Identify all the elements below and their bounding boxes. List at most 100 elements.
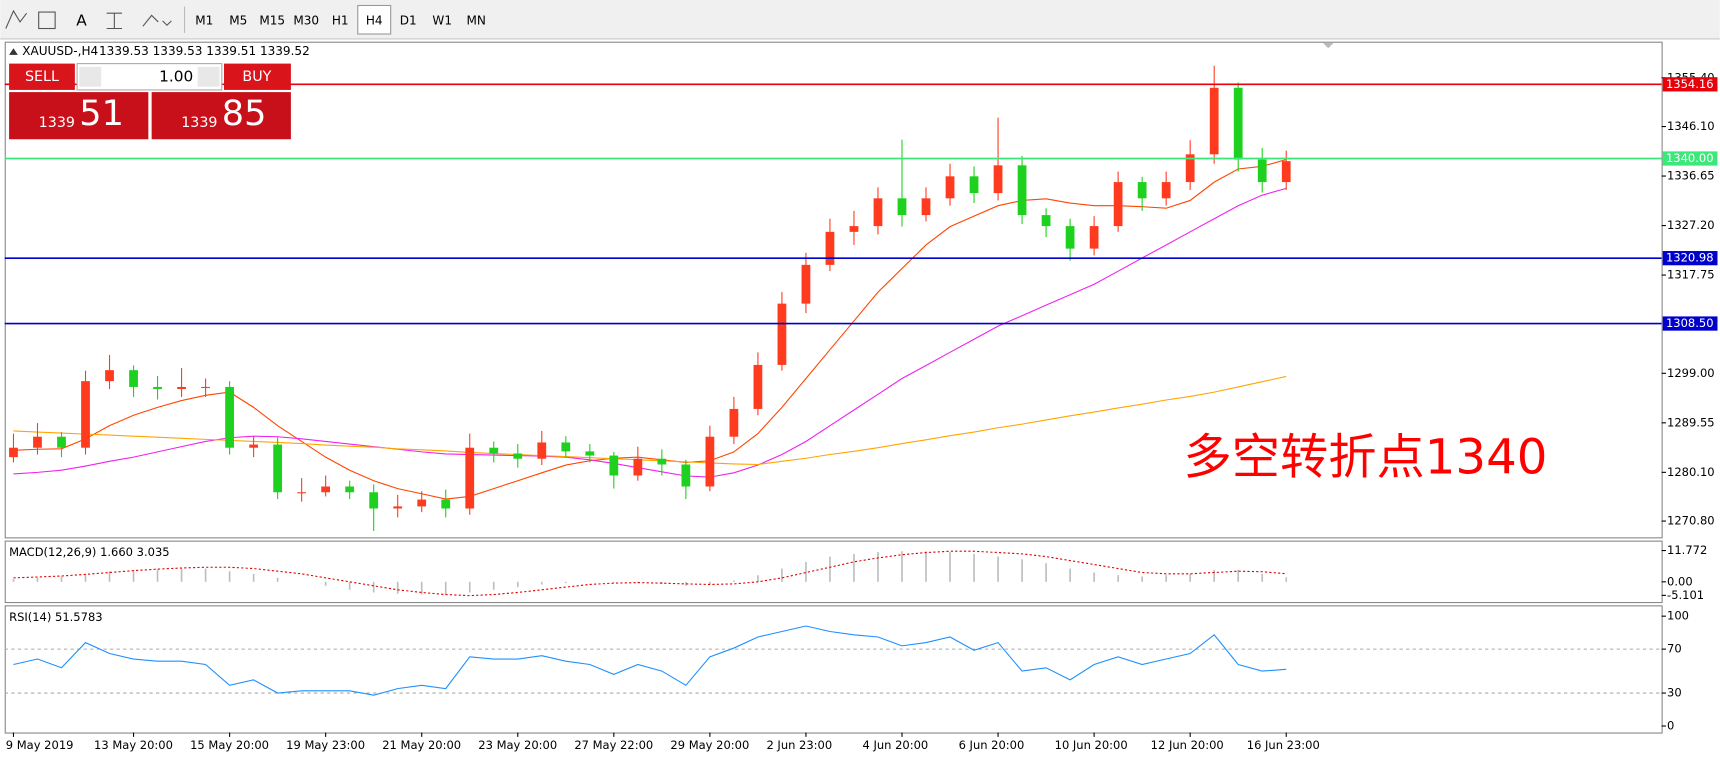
- sell-label[interactable]: SELL: [25, 69, 59, 85]
- price-level-label: 1340.00: [1666, 151, 1714, 165]
- quote: 1339.53 1339.53 1339.51 1339.52: [99, 44, 310, 58]
- candle-body: [897, 198, 907, 216]
- tool-label[interactable]: A: [76, 11, 87, 29]
- lot-up[interactable]: [197, 66, 220, 87]
- x-tick-label: 19 May 23:00: [286, 738, 365, 752]
- price-level-label: 1354.16: [1666, 77, 1714, 91]
- candle-body: [1041, 215, 1051, 227]
- candle-body: [513, 453, 523, 459]
- icon-text[interactable]: [106, 12, 123, 30]
- candle-body: [537, 442, 547, 459]
- candle-body: [1089, 226, 1099, 249]
- rsi-panel: [4, 605, 1663, 734]
- timeframe-button[interactable]: M30: [293, 13, 319, 27]
- candle-body: [225, 386, 234, 448]
- toolbar: [0, 0, 1720, 40]
- candle-body: [201, 386, 210, 389]
- macd-title: MACD(12,26,9) 1.660 3.035: [9, 545, 170, 559]
- x-tick-label: 2 Jun 23:00: [766, 738, 832, 752]
- x-tick-label: 23 May 20:00: [478, 738, 557, 752]
- macd-signal: [13, 550, 1287, 597]
- timeframe-button[interactable]: H4: [366, 13, 383, 27]
- candle-body: [465, 447, 475, 509]
- candle-body: [1185, 154, 1195, 183]
- candle-body: [633, 458, 643, 476]
- y-tick-label: 1327.20: [1667, 218, 1715, 232]
- buy-price-box[interactable]: [151, 92, 291, 140]
- candle-body: [1017, 165, 1027, 216]
- candle-body: [1233, 87, 1243, 160]
- price-level-tag: [1662, 251, 1718, 266]
- annotation: 多空转折点1340: [1184, 430, 1548, 486]
- timeframe-button[interactable]: MN: [467, 13, 486, 27]
- candle-body: [57, 436, 66, 448]
- candle-body: [1065, 226, 1075, 249]
- candle-body: [489, 447, 499, 454]
- x-tick-label: 6 Jun 20:00: [959, 738, 1025, 752]
- sell-price-pips: 51: [79, 93, 124, 134]
- y-tick-label: 1280.10: [1667, 465, 1715, 479]
- candle-body: [1281, 161, 1291, 183]
- x-tick-label: 21 May 20:00: [382, 738, 461, 752]
- shift-marker: [1322, 42, 1334, 49]
- x-tick-label: 29 May 20:00: [670, 738, 749, 752]
- candle-body: [1137, 182, 1147, 199]
- timeframe-button[interactable]: D1: [400, 13, 417, 27]
- buy-button[interactable]: [224, 63, 291, 90]
- collapse-icon[interactable]: [9, 48, 18, 55]
- candle-body: [369, 492, 379, 509]
- timeframe-button[interactable]: H1: [332, 13, 349, 27]
- candle-body: [441, 499, 451, 509]
- candle-body: [1161, 182, 1171, 199]
- sell-price-box[interactable]: [9, 92, 149, 140]
- icon-grid: [38, 11, 56, 30]
- candle-body: [1257, 159, 1267, 183]
- x-tick-label: 4 Jun 20:00: [863, 738, 929, 752]
- y-tick-label: 1317.75: [1667, 268, 1715, 282]
- timeframe-selected[interactable]: [357, 4, 392, 35]
- candle-body: [657, 458, 667, 465]
- timeframe-button[interactable]: M5: [229, 13, 247, 27]
- candle-body: [153, 386, 162, 390]
- candle-body: [1113, 182, 1123, 227]
- sell-button[interactable]: [9, 63, 75, 90]
- x-tick-label: 16 Jun 23:00: [1247, 738, 1320, 752]
- candle-body: [81, 381, 90, 448]
- candle-body: [585, 451, 595, 456]
- candle-body: [969, 176, 979, 194]
- timeframe-button[interactable]: M1: [195, 13, 213, 27]
- y-tick-label: 1346.10: [1667, 119, 1715, 133]
- y-tick-label: 30: [1667, 686, 1682, 700]
- candle-body: [297, 492, 307, 494]
- rsi-line: [13, 625, 1287, 696]
- x-tick-label: 15 May 20:00: [190, 738, 269, 752]
- lot-down[interactable]: [79, 66, 102, 87]
- y-tick-label: -5.101: [1667, 588, 1704, 602]
- macd-panel: [4, 540, 1663, 604]
- plots: 1270.80 1280.10 1289.55 1299.00 1317.75 1327.…: [4, 65, 1718, 752]
- candle-body: [561, 442, 571, 452]
- candle-body: [753, 364, 763, 409]
- y-tick-label: 1336.65: [1667, 169, 1715, 183]
- icon-arrows[interactable]: [142, 14, 172, 27]
- price-level-label: 1320.98: [1666, 251, 1714, 265]
- candle-body: [945, 176, 955, 199]
- candle-body: [417, 499, 427, 507]
- candle-body: [729, 408, 739, 437]
- candle-body: [9, 447, 18, 458]
- buy-price-pips: 85: [222, 93, 267, 134]
- timeframe-button[interactable]: M15: [259, 13, 285, 27]
- symbol-title: XAUUSD-,H4: [22, 44, 98, 58]
- trade-panel: SELL 1.00 BUY 1339 51 1339 85: [9, 63, 291, 140]
- timeframe-button[interactable]: W1: [432, 13, 452, 27]
- candle-body: [129, 370, 138, 387]
- rsi-title: RSI(14) 51.5783: [9, 610, 103, 624]
- buy-price-big: 1339: [181, 115, 217, 131]
- lot-value[interactable]: 1.00: [159, 67, 193, 85]
- y-tick-label: 1270.80: [1667, 514, 1715, 528]
- buy-label[interactable]: BUY: [242, 69, 271, 85]
- candle-body: [993, 165, 1003, 194]
- price-level-label: 1308.50: [1666, 316, 1714, 330]
